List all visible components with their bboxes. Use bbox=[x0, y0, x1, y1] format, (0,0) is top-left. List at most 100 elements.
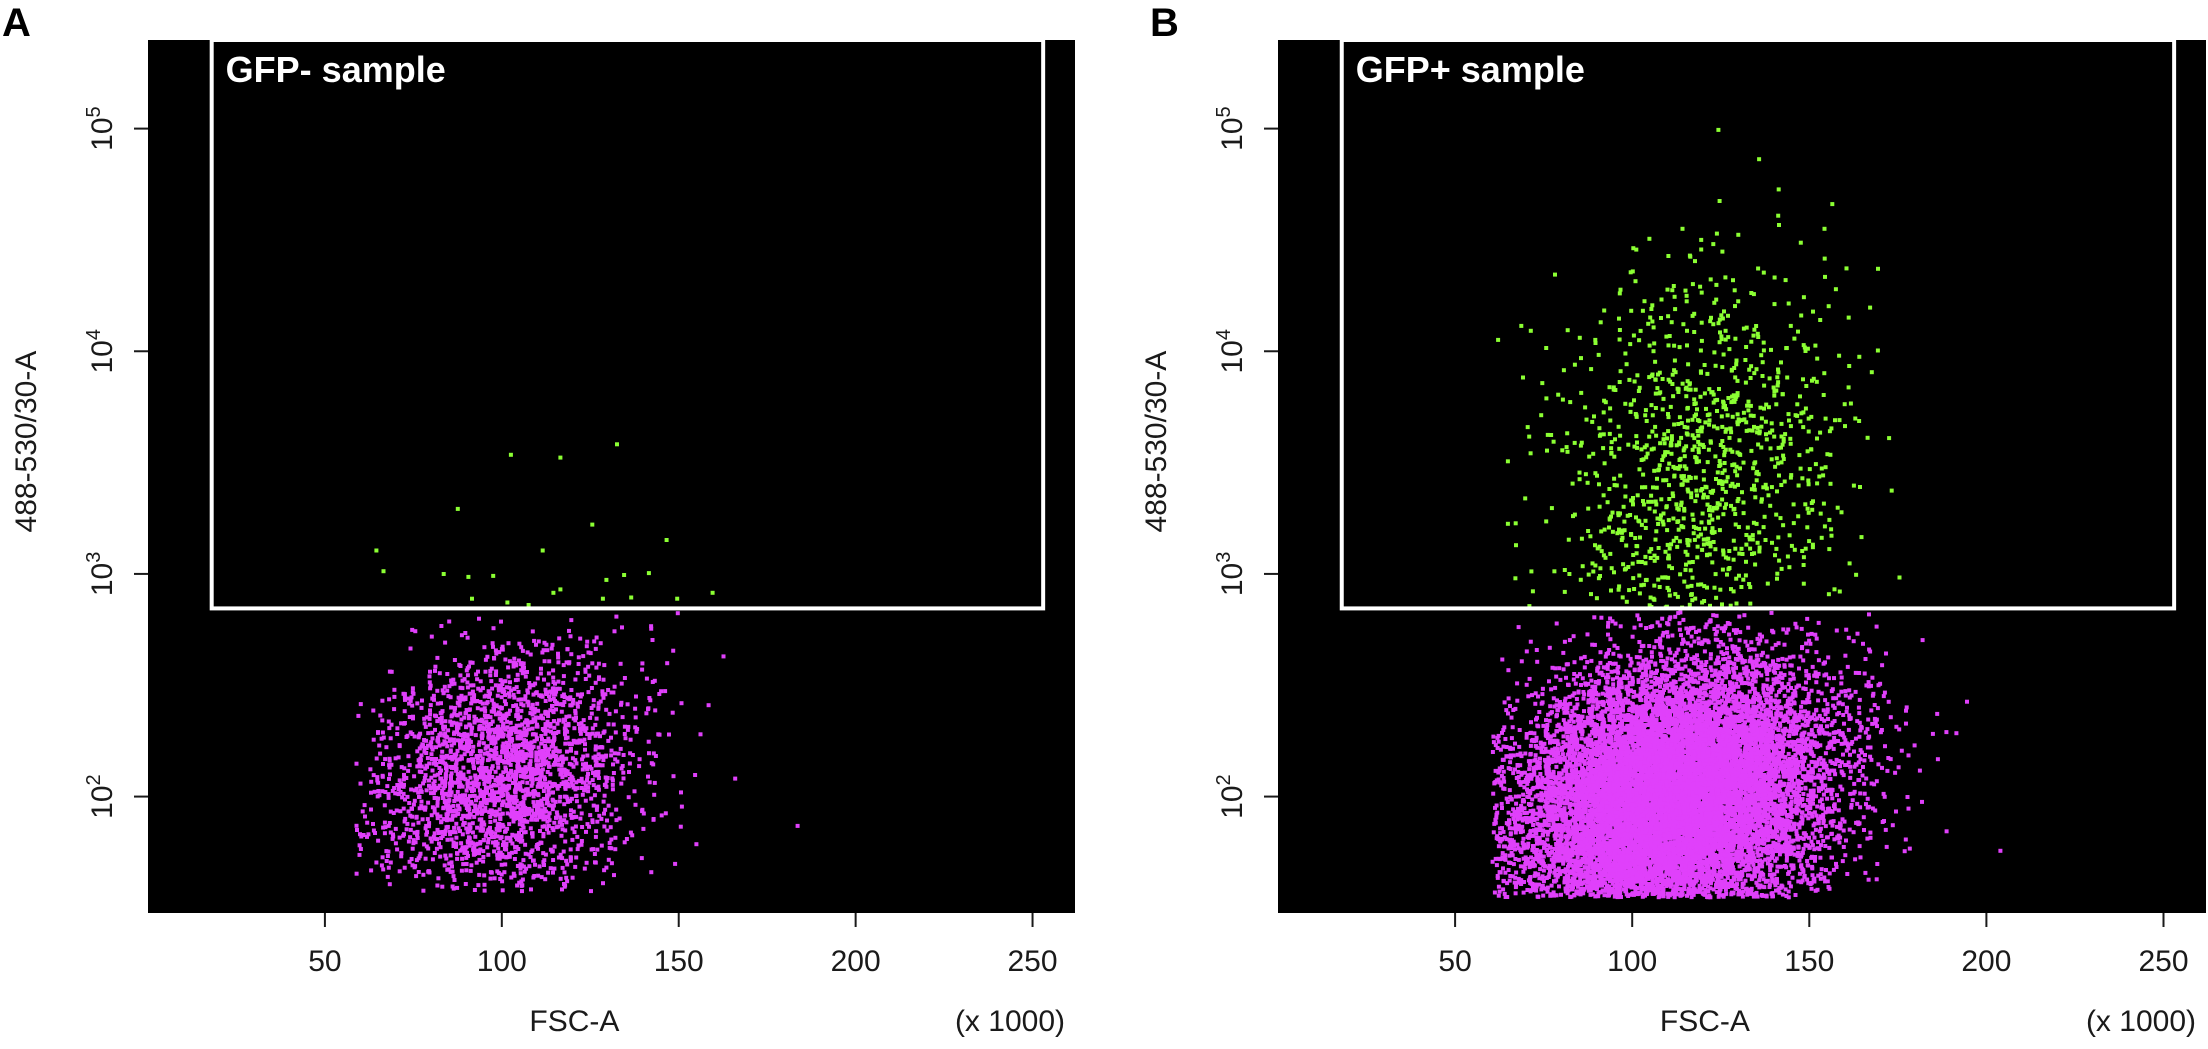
data-point bbox=[515, 883, 520, 888]
data-point bbox=[387, 726, 392, 731]
data-point bbox=[506, 733, 511, 738]
data-point bbox=[375, 775, 380, 780]
data-point bbox=[567, 628, 571, 633]
data-point bbox=[1674, 650, 1679, 655]
data-point bbox=[459, 841, 464, 846]
data-point bbox=[1578, 779, 1583, 784]
data-point bbox=[562, 695, 567, 700]
data-point bbox=[503, 727, 508, 732]
data-point bbox=[397, 835, 402, 840]
data-point bbox=[525, 690, 530, 695]
data-point bbox=[579, 842, 584, 847]
data-point bbox=[426, 823, 431, 828]
data-point bbox=[653, 708, 658, 713]
data-point bbox=[544, 691, 548, 696]
data-point bbox=[491, 644, 495, 649]
data-point bbox=[1703, 686, 1708, 691]
data-point bbox=[586, 785, 591, 790]
data-point bbox=[541, 832, 546, 836]
data-point bbox=[1745, 890, 1750, 895]
data-point bbox=[1521, 869, 1526, 874]
data-point bbox=[1698, 688, 1703, 693]
data-point bbox=[482, 793, 487, 798]
data-point bbox=[455, 724, 460, 729]
data-point bbox=[537, 715, 542, 720]
data-point bbox=[501, 843, 505, 847]
data-point bbox=[1794, 724, 1799, 729]
data-point bbox=[679, 804, 684, 809]
data-point bbox=[551, 751, 556, 756]
data-point bbox=[1829, 723, 1834, 728]
data-point bbox=[473, 733, 478, 738]
data-point bbox=[553, 799, 558, 804]
data-point bbox=[565, 749, 569, 754]
data-point bbox=[496, 846, 501, 851]
data-point bbox=[522, 726, 527, 731]
data-point bbox=[1779, 681, 1784, 686]
data-point bbox=[442, 798, 447, 803]
data-point bbox=[478, 792, 483, 797]
data-point bbox=[488, 876, 493, 881]
data-point bbox=[496, 765, 501, 770]
data-point bbox=[609, 753, 614, 758]
data-point bbox=[1501, 769, 1506, 774]
data-point bbox=[477, 749, 482, 754]
data-point bbox=[435, 883, 440, 888]
data-point bbox=[596, 677, 601, 682]
data-point bbox=[473, 834, 478, 839]
data-point bbox=[1736, 684, 1741, 689]
data-point bbox=[383, 825, 388, 830]
data-point bbox=[584, 761, 588, 766]
data-point bbox=[474, 860, 479, 865]
data-point bbox=[520, 666, 525, 671]
data-point bbox=[505, 811, 510, 816]
gate-rectangle[interactable] bbox=[209, 38, 1046, 611]
data-point bbox=[572, 726, 577, 731]
data-point bbox=[533, 707, 538, 712]
data-point bbox=[518, 862, 523, 867]
data-point bbox=[1613, 737, 1618, 742]
data-point bbox=[373, 831, 377, 835]
data-point bbox=[408, 646, 413, 651]
data-point bbox=[476, 686, 481, 691]
data-point bbox=[441, 795, 446, 799]
data-point bbox=[503, 702, 508, 707]
data-point bbox=[609, 812, 614, 817]
data-point bbox=[541, 749, 545, 753]
data-point bbox=[513, 790, 518, 795]
data-point bbox=[454, 761, 459, 766]
data-point bbox=[509, 757, 514, 762]
data-point bbox=[479, 817, 484, 822]
data-point bbox=[500, 879, 505, 884]
data-point bbox=[482, 882, 487, 887]
data-point bbox=[590, 726, 595, 731]
data-point bbox=[569, 796, 574, 801]
data-point bbox=[477, 851, 481, 856]
data-point bbox=[440, 757, 445, 762]
data-point bbox=[514, 753, 519, 758]
data-point bbox=[554, 748, 559, 753]
data-point bbox=[508, 835, 513, 840]
data-point bbox=[500, 803, 505, 808]
data-point bbox=[481, 838, 486, 843]
data-point bbox=[518, 815, 523, 820]
data-point bbox=[573, 709, 578, 713]
data-point bbox=[466, 714, 471, 719]
data-point bbox=[501, 788, 506, 793]
data-point bbox=[584, 726, 589, 731]
data-point bbox=[483, 669, 488, 674]
data-point bbox=[516, 745, 521, 749]
data-point bbox=[574, 780, 579, 785]
data-point bbox=[461, 772, 466, 777]
data-point bbox=[531, 771, 536, 776]
data-point bbox=[1819, 843, 1823, 848]
data-point bbox=[457, 794, 462, 798]
data-point bbox=[576, 655, 581, 660]
data-point bbox=[545, 719, 550, 724]
data-point bbox=[1866, 680, 1871, 685]
data-point bbox=[534, 642, 538, 647]
data-point bbox=[1629, 732, 1634, 737]
data-point bbox=[519, 645, 524, 650]
data-point bbox=[525, 723, 530, 727]
data-point bbox=[540, 824, 545, 829]
